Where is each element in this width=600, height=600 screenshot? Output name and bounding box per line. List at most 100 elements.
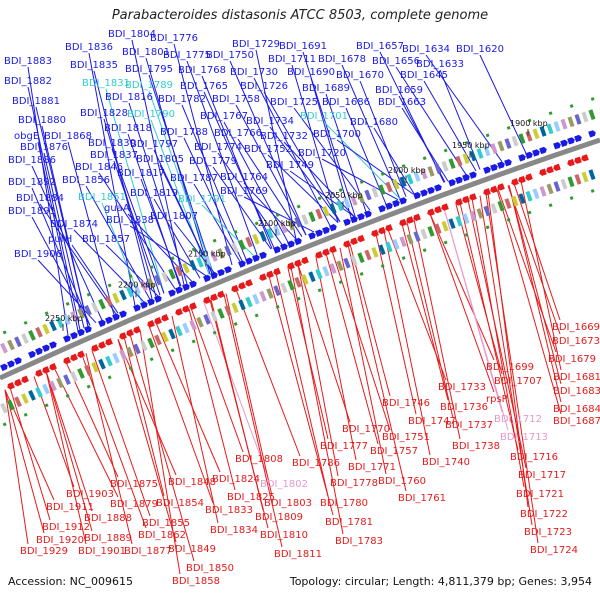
gene-label[interactable]: BDI_1874 bbox=[50, 219, 98, 230]
gene-label[interactable]: BDI_1757 bbox=[370, 446, 418, 457]
gene-label[interactable]: BDI_1711 bbox=[268, 54, 316, 65]
gene-label[interactable]: BDI_1790 bbox=[127, 109, 175, 120]
gene-label[interactable]: BDI_1669 bbox=[552, 322, 600, 333]
gene-label[interactable]: BDI_1634 bbox=[402, 44, 450, 55]
gene-label[interactable]: BDI_1783 bbox=[335, 536, 383, 547]
gene-label[interactable]: BDI_1881 bbox=[12, 96, 60, 107]
gene-label[interactable]: BDI_1726 bbox=[240, 81, 288, 92]
gene-label[interactable]: BDI_1811 bbox=[274, 549, 322, 560]
gene-label[interactable]: BDI_1929 bbox=[20, 546, 68, 557]
gene-label[interactable]: BDI_1838 bbox=[106, 215, 154, 226]
gene-label[interactable]: BDI_1761 bbox=[398, 493, 446, 504]
gene-label[interactable]: BDI_1673 bbox=[552, 336, 600, 347]
gene-label[interactable]: BDI_1707 bbox=[494, 376, 542, 387]
gene-label[interactable]: BDI_1782 bbox=[158, 94, 206, 105]
gene-label[interactable]: BDI_1775 bbox=[163, 50, 211, 61]
gene-label[interactable]: BDI_1684 bbox=[553, 404, 600, 415]
gene-label[interactable]: BDI_1768 bbox=[178, 65, 226, 76]
gene-label[interactable]: BDI_1725 bbox=[270, 97, 318, 108]
gene-label[interactable]: BDI_1850 bbox=[186, 563, 234, 574]
gene-label[interactable]: BDI_1797 bbox=[130, 139, 178, 150]
gene-label[interactable]: BDI_1787 bbox=[170, 173, 218, 184]
gene-label[interactable]: BDI_1678 bbox=[318, 54, 366, 65]
gene-label[interactable]: BDI_1758 bbox=[212, 94, 260, 105]
gene-label[interactable]: BDI_1620 bbox=[456, 44, 504, 55]
gene-label[interactable]: BDI_1721 bbox=[516, 489, 564, 500]
gene-label[interactable]: BDI_1722 bbox=[520, 509, 568, 520]
gene-label[interactable]: BDI_1877 bbox=[124, 546, 172, 557]
gene-label[interactable]: BDI_1851 bbox=[78, 192, 126, 203]
gene-label[interactable]: BDI_1920 bbox=[36, 535, 84, 546]
gene-label[interactable]: BDI_1906 bbox=[14, 249, 62, 260]
gene-label[interactable]: BDI_1855 bbox=[142, 518, 190, 529]
gene-label[interactable]: BDI_1868 bbox=[44, 131, 92, 142]
gene-label[interactable]: BDI_1730 bbox=[230, 67, 278, 78]
gene-label[interactable]: guaA bbox=[104, 203, 130, 214]
gene-label[interactable]: BDI_1729 bbox=[232, 39, 280, 50]
gene-label[interactable]: BDI_1803 bbox=[264, 498, 312, 509]
gene-label[interactable]: BDI_1830 bbox=[88, 138, 136, 149]
gene-label[interactable]: BDI_1680 bbox=[350, 117, 398, 128]
gene-label[interactable]: BDI_1752 bbox=[244, 144, 292, 155]
gene-label[interactable]: BDI_1879 bbox=[110, 499, 158, 510]
gene-label[interactable]: BDI_1788 bbox=[160, 127, 208, 138]
gene-label[interactable]: BDI_1818 bbox=[104, 123, 152, 134]
gene-label[interactable]: BDI_1849 bbox=[168, 544, 216, 555]
gene-label[interactable]: BDI_1808 bbox=[235, 454, 283, 465]
gene-label[interactable]: BDI_1769 bbox=[220, 186, 268, 197]
gene-label[interactable]: BDI_1778 bbox=[330, 478, 378, 489]
gene-label[interactable]: BDI_1770 bbox=[342, 424, 390, 435]
gene-label[interactable]: BDI_1810 bbox=[260, 530, 308, 541]
gene-label[interactable]: BDI_1837 bbox=[90, 150, 138, 161]
gene-label[interactable]: BDI_1856 bbox=[62, 175, 110, 186]
gene-label[interactable]: BDI_1780 bbox=[320, 498, 368, 509]
gene-label[interactable]: BDI_1831 bbox=[82, 78, 130, 89]
gene-label[interactable]: BDI_1736 bbox=[440, 402, 488, 413]
gene-label[interactable]: BDI_1854 bbox=[156, 498, 204, 509]
gene-label[interactable]: BDI_1720 bbox=[298, 148, 346, 159]
gene-label[interactable]: BDI_1809 bbox=[255, 512, 303, 523]
gene-label[interactable]: BDI_1670 bbox=[336, 70, 384, 81]
gene-label[interactable]: BDI_1760 bbox=[378, 476, 426, 487]
gene-label[interactable]: BDI_1857 bbox=[82, 234, 130, 245]
gene-label[interactable]: BDI_1825 bbox=[227, 492, 275, 503]
gene-label[interactable]: BDI_1683 bbox=[553, 386, 600, 397]
gene-label[interactable]: BDI_1828 bbox=[80, 108, 128, 119]
gene-label[interactable]: BDI_1824 bbox=[212, 474, 260, 485]
gene-label[interactable]: BDI_1875 bbox=[110, 479, 158, 490]
gene-label[interactable]: BDI_1689 bbox=[302, 83, 350, 94]
gene-label[interactable]: BDI_1801 bbox=[122, 47, 170, 58]
gene-label[interactable]: BDI_1805 bbox=[136, 154, 184, 165]
gene-label[interactable]: BDI_1883 bbox=[4, 56, 52, 67]
gene-label[interactable]: BDI_1786 bbox=[292, 458, 340, 469]
gene-label[interactable]: BDI_1701 bbox=[300, 111, 348, 122]
gene-label[interactable]: BDI_1657 bbox=[356, 41, 404, 52]
gene-label[interactable]: BDI_1836 bbox=[65, 42, 113, 53]
gene-label[interactable]: BDI_1789 bbox=[125, 80, 173, 91]
gene-label[interactable]: BDI_1776 bbox=[150, 33, 198, 44]
gene-label[interactable]: BDI_1733 bbox=[438, 382, 486, 393]
gene-label[interactable]: BDI_1819 bbox=[130, 188, 178, 199]
gene-label[interactable]: BDI_1663 bbox=[378, 97, 426, 108]
gene-label[interactable]: BDI_1795 bbox=[125, 64, 173, 75]
gene-label[interactable]: BDI_1690 bbox=[287, 67, 335, 78]
gene-label[interactable]: BDI_1633 bbox=[416, 59, 464, 70]
gene-label[interactable]: BDI_1848 bbox=[168, 477, 216, 488]
gene-label[interactable]: BDI_1888 bbox=[84, 513, 132, 524]
gene-label[interactable]: BDI_1903 bbox=[66, 489, 114, 500]
gene-label[interactable]: BDI_1656 bbox=[372, 56, 420, 67]
gene-label[interactable]: BDI_1891 bbox=[8, 206, 56, 217]
gene-label[interactable]: obgE bbox=[14, 131, 39, 142]
gene-label[interactable]: BDI_1889 bbox=[84, 533, 132, 544]
gene-label[interactable]: BDI_1771 bbox=[348, 462, 396, 473]
gene-label[interactable]: BDI_1804 bbox=[108, 29, 156, 40]
gene-label[interactable]: BDI_1734 bbox=[246, 116, 294, 127]
gene-label[interactable]: BDI_1732 bbox=[260, 131, 308, 142]
gene-label[interactable]: BDI_1699 bbox=[486, 362, 534, 373]
gene-label[interactable]: BDI_1691 bbox=[279, 41, 327, 52]
gene-label[interactable]: BDI_1765 bbox=[180, 81, 228, 92]
gene-label[interactable]: BDI_1737 bbox=[445, 420, 493, 431]
gene-label[interactable]: BDI_1858 bbox=[172, 576, 220, 587]
gene-label[interactable]: BDI_1700 bbox=[313, 129, 361, 140]
